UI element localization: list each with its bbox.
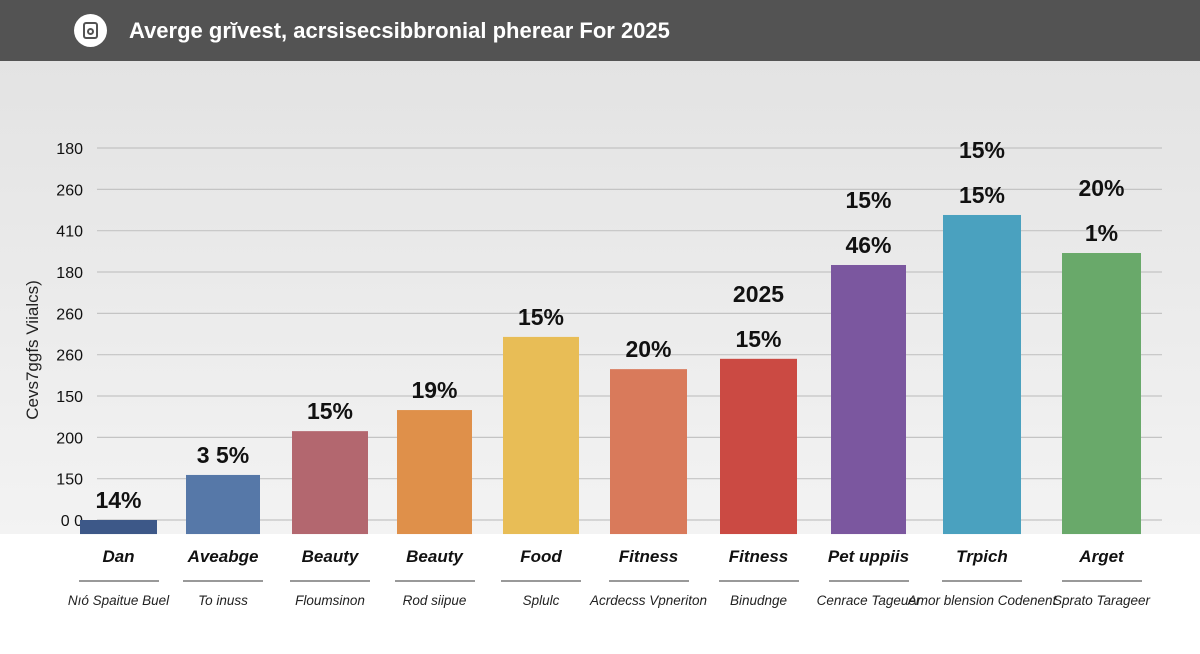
data-label: 20%	[1078, 175, 1124, 201]
data-label: 1%	[1085, 220, 1118, 246]
data-label: 15%	[307, 398, 353, 424]
y-axis-title: Cevs7ggfs Viialcs)	[23, 280, 42, 420]
category-divider	[78, 580, 159, 582]
x-subcategory-label: To inuss	[198, 593, 248, 608]
y-tick-label: 260	[56, 182, 83, 199]
x-category-label: Fitness	[618, 547, 679, 566]
y-tick-label: 260	[56, 348, 83, 365]
x-subcategory-label: Nıó Spaitue Buel	[67, 593, 170, 608]
data-label: 15%	[845, 187, 891, 213]
x-category-label: Beauty	[406, 547, 463, 566]
x-subcategory-label: Binudnge	[729, 593, 788, 608]
x-category-label: Arget	[1079, 547, 1124, 566]
bar	[503, 336, 579, 535]
data-label: 15%	[959, 182, 1005, 208]
category-divider	[394, 580, 475, 582]
bar	[610, 369, 687, 535]
bar	[831, 264, 906, 535]
category-divider	[828, 580, 909, 582]
data-label: 2025	[733, 281, 784, 307]
category-divider	[290, 580, 370, 582]
data-label: 14%	[95, 487, 141, 513]
data-label: 19%	[411, 377, 457, 403]
category-divider	[501, 580, 581, 582]
x-subcategory-label: Floumsinon	[295, 593, 365, 608]
data-label: 46%	[845, 232, 891, 258]
y-tick-label: 260	[56, 306, 83, 323]
category-divider	[183, 580, 263, 582]
chart-title: Averge grĭvest, acrsisecsibbronial pher…	[129, 18, 670, 43]
bar	[397, 410, 472, 535]
x-subcategory-label: Rod siipue	[402, 593, 467, 608]
x-category-label: Dan	[102, 547, 135, 566]
camera-icon	[74, 14, 107, 47]
y-tick-label: 180	[56, 265, 83, 282]
y-tick-label: 180	[56, 141, 83, 158]
bar	[943, 214, 1021, 535]
x-category-label: Pet uppiis	[827, 547, 910, 566]
bar	[80, 520, 157, 535]
bar	[292, 431, 368, 535]
x-category-label: Aveabge	[187, 547, 259, 566]
category-divider	[942, 580, 1022, 582]
x-subcategory-label: Cenrace Tageuer	[816, 593, 921, 608]
bar	[720, 358, 797, 535]
y-tick-label: 410	[56, 224, 83, 241]
x-subcategory-label: Sprato Tarageer	[1052, 593, 1151, 608]
x-category-label: Trpich	[956, 547, 1008, 566]
x-subcategory-label: Amor blension Codenent	[907, 593, 1057, 608]
data-label: 3 5%	[197, 442, 249, 468]
x-subcategory-label: Splulc	[522, 593, 560, 608]
x-category-label: Beauty	[301, 547, 359, 566]
x-category-label: Food	[520, 547, 562, 566]
category-divider	[718, 580, 799, 582]
data-label: 15%	[735, 326, 781, 352]
data-label: 15%	[518, 304, 564, 330]
y-tick-label: 200	[56, 430, 83, 447]
y-tick-label: 150	[56, 472, 83, 489]
x-subcategory-label: Acrdecss Vpneriton	[589, 593, 708, 608]
bar	[186, 474, 260, 535]
data-label: 20%	[625, 336, 671, 362]
x-category-label: Fitness	[728, 547, 789, 566]
y-tick-label: 0 0	[61, 513, 83, 530]
category-divider	[608, 580, 689, 582]
category-divider	[1061, 580, 1142, 582]
header-bar: Averge grĭvest, acrsisecsibbronial pher…	[0, 0, 1200, 61]
bar	[1062, 253, 1141, 535]
y-tick-label: 150	[56, 389, 83, 406]
data-label: 15%	[959, 137, 1005, 163]
